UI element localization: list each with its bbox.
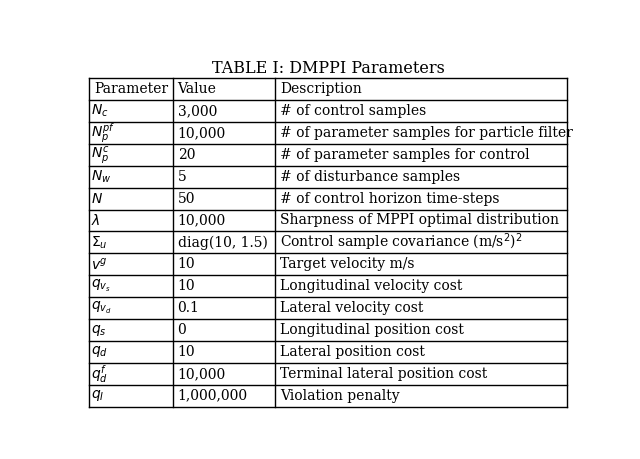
Text: 10: 10 — [177, 279, 195, 293]
Text: TABLE I: DMPPI Parameters: TABLE I: DMPPI Parameters — [212, 61, 444, 78]
Text: 0.1: 0.1 — [177, 301, 200, 315]
Text: diag(10, 1.5): diag(10, 1.5) — [177, 235, 268, 250]
Text: $N_c$: $N_c$ — [92, 103, 109, 119]
Text: Lateral velocity cost: Lateral velocity cost — [280, 301, 424, 315]
Text: $q_I$: $q_I$ — [92, 388, 105, 403]
Text: # of parameter samples for particle filter: # of parameter samples for particle filt… — [280, 126, 573, 140]
Text: $q_d$: $q_d$ — [92, 344, 108, 359]
Text: 5: 5 — [177, 170, 186, 184]
Text: Description: Description — [280, 82, 362, 96]
Text: $q_d^f$: $q_d^f$ — [92, 363, 108, 385]
Text: # of disturbance samples: # of disturbance samples — [280, 170, 461, 184]
Text: 10,000: 10,000 — [177, 367, 226, 381]
Text: Violation penalty: Violation penalty — [280, 389, 400, 403]
Text: Longitudinal velocity cost: Longitudinal velocity cost — [280, 279, 463, 293]
Text: # of control horizon time-steps: # of control horizon time-steps — [280, 191, 500, 206]
Text: # of control samples: # of control samples — [280, 104, 427, 118]
Text: 50: 50 — [177, 191, 195, 206]
Text: # of parameter samples for control: # of parameter samples for control — [280, 148, 530, 162]
Text: 10: 10 — [177, 257, 195, 271]
Text: $q_s$: $q_s$ — [92, 323, 107, 337]
Text: 10: 10 — [177, 345, 195, 359]
Text: Target velocity m/s: Target velocity m/s — [280, 257, 415, 271]
Text: $N_p^{pf}$: $N_p^{pf}$ — [92, 121, 116, 145]
Text: $N_w$: $N_w$ — [92, 168, 112, 185]
Text: Value: Value — [177, 82, 216, 96]
Text: $N_p^c$: $N_p^c$ — [92, 144, 110, 166]
Text: $N$: $N$ — [92, 191, 104, 206]
Text: 1,000,000: 1,000,000 — [177, 389, 248, 403]
Text: Lateral position cost: Lateral position cost — [280, 345, 425, 359]
Text: 10,000: 10,000 — [177, 126, 226, 140]
Text: $q_{v_d}$: $q_{v_d}$ — [92, 300, 112, 316]
Text: Longitudinal position cost: Longitudinal position cost — [280, 323, 464, 337]
Text: 20: 20 — [177, 148, 195, 162]
Text: $v^g$: $v^g$ — [92, 256, 108, 272]
Text: Terminal lateral position cost: Terminal lateral position cost — [280, 367, 488, 381]
Text: Control sample covariance (m/s$^2$)$^2$: Control sample covariance (m/s$^2$)$^2$ — [280, 232, 523, 253]
Text: Parameter: Parameter — [94, 82, 168, 96]
Text: 3,000: 3,000 — [177, 104, 217, 118]
Text: Sharpness of MPPI optimal distribution: Sharpness of MPPI optimal distribution — [280, 213, 559, 228]
Text: $\Sigma_u$: $\Sigma_u$ — [92, 234, 108, 251]
Text: $q_{v_s}$: $q_{v_s}$ — [92, 278, 111, 294]
Text: $\lambda$: $\lambda$ — [92, 213, 100, 228]
Text: 0: 0 — [177, 323, 186, 337]
Text: 10,000: 10,000 — [177, 213, 226, 228]
